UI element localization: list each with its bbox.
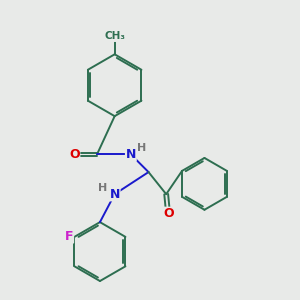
- Text: N: N: [126, 148, 136, 161]
- Text: O: O: [69, 148, 80, 161]
- Text: N: N: [110, 188, 120, 201]
- Text: CH₃: CH₃: [104, 31, 125, 41]
- Text: H: H: [137, 143, 147, 153]
- Text: F: F: [65, 230, 74, 243]
- Text: O: O: [163, 207, 174, 220]
- Text: H: H: [98, 183, 107, 193]
